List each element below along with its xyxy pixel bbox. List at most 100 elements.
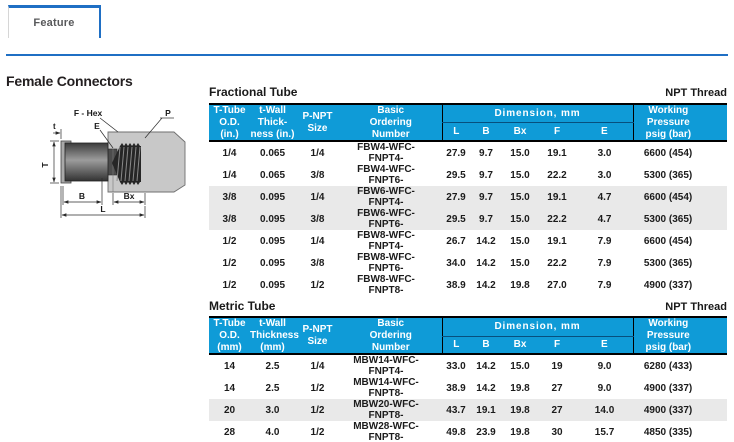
table-cell: 15.0 bbox=[510, 191, 530, 203]
dim-b-label: B bbox=[79, 191, 85, 201]
col-header-working-pressure: Working Pressure psig (bar) bbox=[632, 317, 728, 355]
table-cell: 3/8 bbox=[222, 191, 237, 203]
table-cell: 3/8 bbox=[310, 257, 325, 269]
table-cell: 15.0 bbox=[510, 169, 530, 181]
metric-table: T-Tube O.D. (mm) t-Wall Thickness (mm) P… bbox=[209, 316, 728, 442]
table-cell: 15.0 bbox=[510, 360, 530, 372]
divider-rule bbox=[6, 54, 728, 56]
table-row: 1/2 0.095 3/8 FBW8-WFC-FNPT6- 34.0 14.2 15.0 22… bbox=[209, 252, 727, 274]
table-cell: 3/8 bbox=[310, 213, 325, 225]
tab-feature[interactable]: Feature bbox=[8, 5, 101, 38]
table-cell: 1/4 bbox=[222, 147, 237, 159]
table-row: 14 2.5 1/2 MBW14-WFC-FNPT8- 38.9 14.2 19.8 27 9.… bbox=[209, 377, 727, 399]
table-cell: MBW28-WFC-FNPT8- bbox=[353, 421, 419, 442]
table-cell: 15.7 bbox=[594, 426, 615, 438]
table-cell: 5300 (365) bbox=[643, 169, 693, 181]
table-cell: 3.0 bbox=[265, 404, 280, 416]
table-cell: 4850 (335) bbox=[643, 426, 693, 438]
table-cell: 19.1 bbox=[547, 235, 567, 247]
table-row: 28 4.0 1/2 MBW28-WFC-FNPT8- 49.8 23.9 19.8 30 15… bbox=[209, 421, 727, 442]
table-cell: 26.7 bbox=[446, 235, 466, 247]
table-cell: 0.095 bbox=[259, 279, 286, 291]
table-row: 20 3.0 1/2 MBW20-WFC-FNPT8- 43.7 19.1 19.8 27 14… bbox=[209, 399, 728, 422]
table-cell: 19.8 bbox=[510, 404, 530, 416]
table-cell: 1/4 bbox=[310, 360, 325, 372]
table-cell: 29.5 bbox=[446, 213, 466, 225]
table-cell: 49.8 bbox=[446, 426, 466, 438]
col-header-B: B bbox=[470, 122, 502, 142]
table-cell: 3.0 bbox=[597, 147, 612, 159]
table-cell: 19.8 bbox=[510, 426, 530, 438]
connector-drawing-svg: t T F - Hex E P B Bx bbox=[40, 108, 186, 218]
col-header-wall-thickness: t-Wall Thick- ness (in.) bbox=[250, 104, 295, 142]
table-title: Fractional Tube bbox=[209, 85, 298, 99]
table-cell: 4.7 bbox=[597, 191, 612, 203]
table-cell: 1/2 bbox=[310, 279, 325, 291]
dim-t-label: t bbox=[53, 122, 56, 131]
table-cell: 20 bbox=[223, 404, 236, 416]
dim-bx-label: Bx bbox=[124, 191, 135, 201]
table-cell: 33.0 bbox=[446, 360, 466, 372]
table-cell: FBW6-WFC-FNPT6- bbox=[357, 208, 415, 231]
table-title: Metric Tube bbox=[209, 299, 276, 313]
table-cell: 9.7 bbox=[479, 213, 493, 225]
table-cell: 27.0 bbox=[547, 279, 567, 291]
table-cell: 1/4 bbox=[310, 147, 325, 159]
table-row: 14 2.5 1/4 MBW14-WFC-FNPT4- 33.0 14.2 15.0 19 9.… bbox=[209, 354, 727, 377]
tab-feature-label: Feature bbox=[33, 17, 75, 29]
col-header-E: E bbox=[576, 336, 634, 355]
col-header-B: B bbox=[470, 336, 502, 355]
table-cell: 14 bbox=[223, 382, 236, 394]
table-cell: 4.0 bbox=[265, 426, 280, 438]
table-cell: 27.9 bbox=[446, 147, 466, 159]
table-row: 1/4 0.065 3/8 FBW4-WFC-FNPT6- 29.5 9.7 15.0 22.… bbox=[209, 164, 727, 186]
table-cell: 29.5 bbox=[446, 169, 466, 181]
table-row: 1/4 0.065 1/4 FBW4-WFC-FNPT4- 27.9 9.7 15.0 19.… bbox=[209, 141, 727, 164]
table-cell: 19 bbox=[551, 360, 563, 372]
col-header-dimension-group: Dimension, mm bbox=[441, 317, 634, 337]
table-cell: 6600 (454) bbox=[643, 235, 693, 247]
table-cell: 15.0 bbox=[510, 257, 530, 269]
table-cell: 9.0 bbox=[597, 382, 612, 394]
dim-p-label: P bbox=[165, 108, 171, 118]
table-cell: 27.9 bbox=[446, 191, 466, 203]
table-cell: 1/2 bbox=[222, 257, 237, 269]
table-cell: 15.0 bbox=[510, 213, 530, 225]
metric-table-section: Metric Tube NPT Thread T-Tube O.D. (mm) … bbox=[209, 299, 728, 442]
table-cell: 4.7 bbox=[597, 213, 612, 225]
table-cell: MBW14-WFC-FNPT4- bbox=[353, 355, 419, 378]
table-cell: 5300 (365) bbox=[643, 257, 693, 269]
table-cell: 43.7 bbox=[446, 404, 466, 416]
dim-e-label: E bbox=[94, 121, 100, 131]
col-header-ordering-number: Basic Ordering Number bbox=[340, 317, 442, 355]
table-cell: 3/8 bbox=[310, 169, 325, 181]
dim-l-label: L bbox=[100, 204, 105, 214]
table-cell: 0.065 bbox=[259, 147, 286, 159]
table-cell: 0.095 bbox=[259, 235, 286, 247]
table-cell: 7.9 bbox=[597, 257, 612, 269]
table-cell: 34.0 bbox=[446, 257, 466, 269]
table-cell: 1/4 bbox=[310, 235, 325, 247]
col-header-working-pressure: Working Pressure psig (bar) bbox=[632, 104, 728, 142]
table-cell: 30 bbox=[551, 426, 563, 438]
table-cell: 9.7 bbox=[479, 147, 493, 159]
table-cell: 4900 (337) bbox=[643, 279, 693, 291]
col-header-dimension-group: Dimension, mm bbox=[441, 104, 634, 123]
dim-T-label: T bbox=[40, 162, 50, 168]
metric-table-body: 14 2.5 1/4 MBW14-WFC-FNPT4- 33.0 14.2 15.0 19 9.… bbox=[209, 354, 728, 442]
table-cell: 9.7 bbox=[479, 191, 493, 203]
table-cell: 14.2 bbox=[476, 235, 496, 247]
table-cell: 15.0 bbox=[510, 147, 530, 159]
table-cell: 28 bbox=[223, 426, 236, 438]
col-header-L: L bbox=[441, 122, 470, 142]
table-cell: 6600 (454) bbox=[643, 191, 693, 203]
table-cell: 4900 (337) bbox=[643, 404, 693, 416]
table-cell: 23.9 bbox=[476, 426, 496, 438]
table-cell: 19.1 bbox=[476, 404, 496, 416]
table-row: 1/2 0.095 1/4 FBW8-WFC-FNPT4- 26.7 14.2 15.0 19… bbox=[209, 230, 727, 252]
table-cell: 27 bbox=[551, 404, 563, 416]
col-header-Bx: Bx bbox=[502, 336, 538, 355]
table-cell: 7.9 bbox=[597, 235, 612, 247]
table-cell: 7.9 bbox=[597, 279, 612, 291]
fractional-table-section: Fractional Tube NPT Thread T-Tube O.D. (… bbox=[209, 85, 728, 296]
